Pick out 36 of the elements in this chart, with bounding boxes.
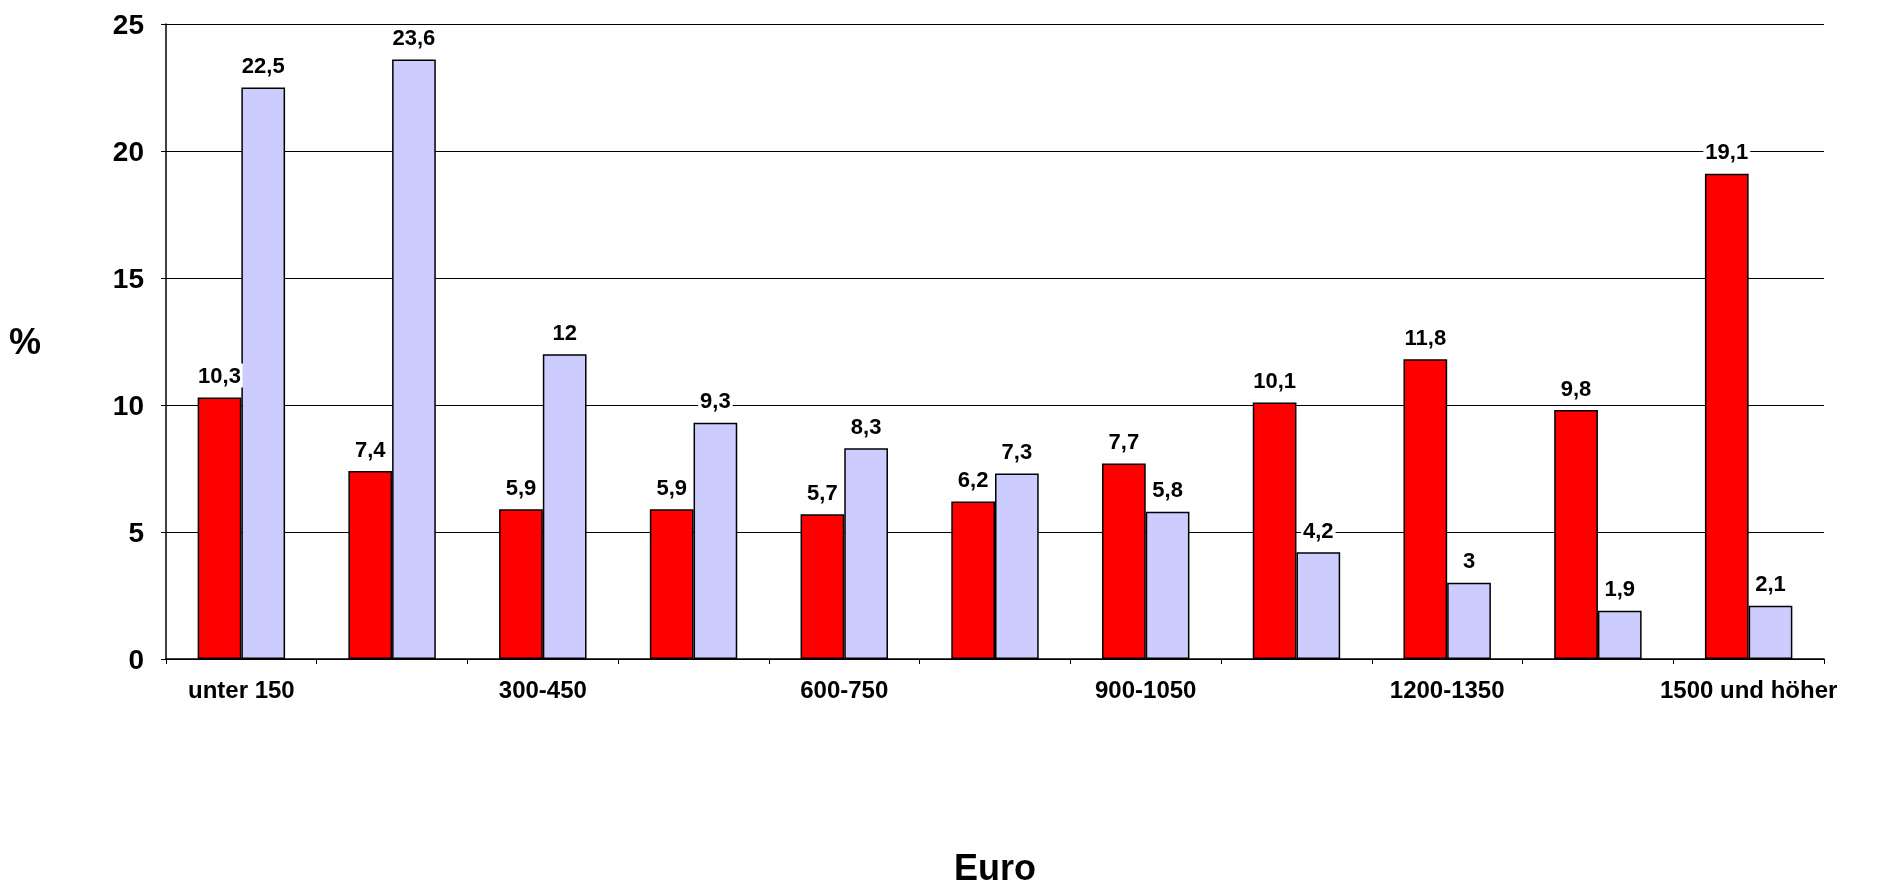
y-tick-label: 5 (128, 516, 144, 548)
data-label: 12 (552, 319, 577, 345)
data-label: 7,3 (1001, 439, 1033, 465)
data-label: 8,3 (850, 413, 882, 439)
data-label: 5,9 (656, 474, 687, 500)
x-axis-title: Euro (953, 846, 1037, 888)
data-label: 19,1 (1705, 139, 1749, 165)
data-label: 5,8 (1152, 477, 1183, 503)
data-label: 9,3 (700, 388, 731, 414)
data-label: 22,5 (241, 53, 285, 78)
x-tick-label: 900-1050 (1095, 675, 1197, 703)
data-label: 10,3 (198, 362, 241, 388)
x-tick-label: 1200-1350 (1389, 675, 1505, 703)
data-label: 6,2 (957, 467, 989, 493)
y-axis-title: % (8, 321, 41, 362)
x-tick-label: unter 150 (188, 675, 295, 703)
y-tick-label: 15 (112, 262, 144, 294)
data-label: 7,7 (1108, 428, 1140, 454)
x-tick-label: 300-450 (498, 675, 587, 703)
data-label: 9,8 (1560, 375, 1592, 401)
x-tick-label: 600-750 (800, 675, 889, 703)
data-label: 5,7 (807, 479, 838, 505)
y-tick-label: 20 (112, 135, 144, 167)
y-tick-label: 0 (128, 643, 144, 675)
y-tick-label: 10 (112, 389, 144, 421)
data-label: 4,2 (1303, 517, 1334, 543)
data-label: 11,8 (1404, 324, 1447, 350)
y-tick-label: 25 (112, 8, 144, 40)
data-label: 1,9 (1604, 576, 1636, 602)
x-tick-label: 1500 und höher (1659, 675, 1838, 703)
data-label: 23,6 (392, 25, 436, 51)
data-label: 3 (1462, 548, 1476, 574)
data-label: 2,1 (1755, 571, 1786, 597)
data-label: 7,4 (354, 436, 387, 462)
data-label: 10,1 (1253, 367, 1297, 393)
data-label: 5,9 (505, 474, 537, 500)
